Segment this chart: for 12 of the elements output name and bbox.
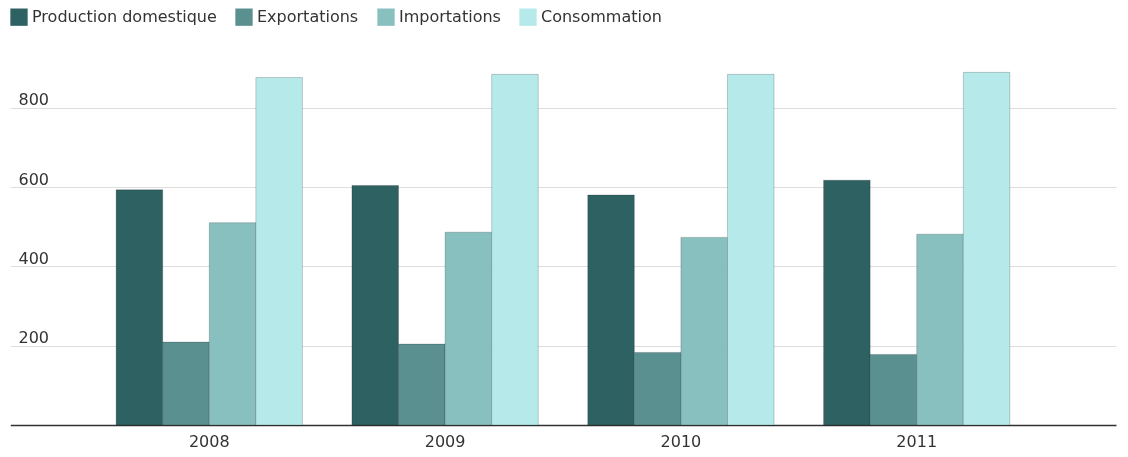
x-tick-label: 2009	[424, 431, 466, 451]
y-tick-label: 200	[18, 328, 50, 348]
y-tick-label: 600	[18, 169, 50, 189]
legend-label: Consommation	[541, 7, 662, 27]
x-tick-label: 2011	[896, 431, 938, 451]
x-tick-label: 2010	[660, 431, 702, 451]
legend-label: Production domestique	[32, 7, 217, 27]
legend-label: Exportations	[257, 7, 359, 27]
x-tick-label: 2008	[188, 431, 230, 451]
y-tick-label: 800	[18, 90, 50, 110]
legend-label: Importations	[399, 7, 501, 27]
y-tick-label: 400	[18, 248, 50, 268]
